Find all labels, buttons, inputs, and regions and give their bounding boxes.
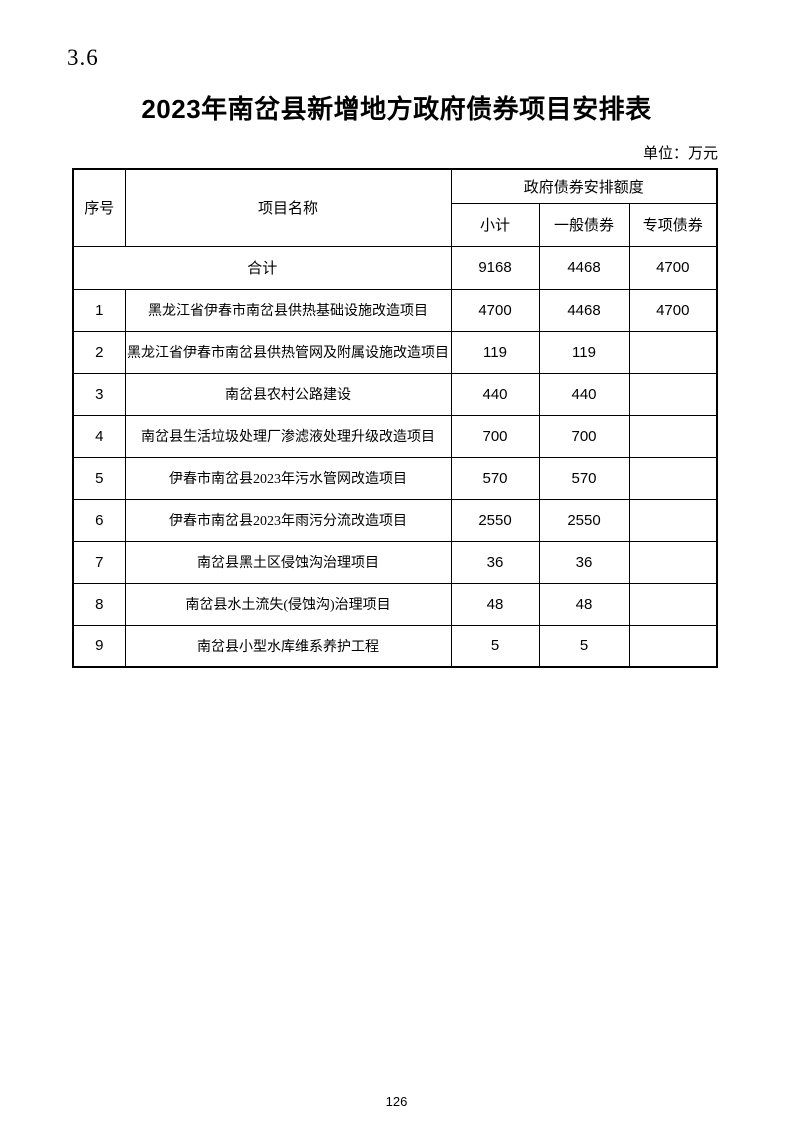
cell-subtotal: 48	[450, 582, 540, 626]
cell-project-name: 南岔县生活垃圾处理厂渗滤液处理升级改造项目	[124, 414, 452, 458]
cell-subtotal: 570	[450, 456, 540, 500]
table-row: 4 南岔县生活垃圾处理厂渗滤液处理升级改造项目 700 700	[72, 414, 718, 458]
cell-no: 9	[72, 624, 126, 668]
cell-general: 2550	[538, 498, 630, 542]
cell-general: 440	[538, 372, 630, 416]
cell-no: 6	[72, 498, 126, 542]
table-row: 2 黑龙江省伊春市南岔县供热管网及附属设施改造项目 119 119	[72, 330, 718, 374]
total-row: 合计 9168 4468 4700	[72, 245, 718, 290]
cell-special	[628, 498, 718, 542]
cell-subtotal: 4700	[450, 288, 540, 332]
header-row-top: 序号 项目名称 政府债券安排额度	[72, 168, 718, 247]
cell-subtotal: 119	[450, 330, 540, 374]
cell-special	[628, 456, 718, 500]
cell-subtotal: 700	[450, 414, 540, 458]
cell-no: 2	[72, 330, 126, 374]
page-title: 2023年南岔县新增地方政府债券项目安排表	[141, 94, 652, 124]
table-row: 5 伊春市南岔县2023年污水管网改造项目 570 570	[72, 456, 718, 500]
cell-no: 8	[72, 582, 126, 626]
cell-project-name: 南岔县水土流失(侵蚀沟)治理项目	[124, 582, 452, 626]
table-row: 6 伊春市南岔县2023年雨污分流改造项目 2550 2550	[72, 498, 718, 542]
cell-total-general: 4468	[538, 245, 630, 290]
cell-general: 5	[538, 624, 630, 668]
col-header-project-name: 项目名称	[124, 168, 452, 247]
cell-special	[628, 330, 718, 374]
col-header-general-bond: 一般债券	[538, 202, 630, 247]
cell-project-name: 黑龙江省伊春市南岔县供热基础设施改造项目	[124, 288, 452, 332]
cell-general: 36	[538, 540, 630, 584]
table-row: 3 南岔县农村公路建设 440 440	[72, 372, 718, 416]
cell-no: 7	[72, 540, 126, 584]
header-row-sub: 小计 一般债券 专项债券	[73, 202, 718, 247]
cell-project-name: 黑龙江省伊春市南岔县供热管网及附属设施改造项目	[124, 330, 452, 374]
section-number: 3.6	[67, 45, 99, 70]
cell-project-name: 伊春市南岔县2023年污水管网改造项目	[124, 456, 452, 500]
table-row: 1 黑龙江省伊春市南岔县供热基础设施改造项目 4700 4468 4700	[72, 288, 718, 332]
cell-subtotal: 5	[450, 624, 540, 668]
col-header-index: 序号	[72, 168, 126, 247]
table-row: 8 南岔县水土流失(侵蚀沟)治理项目 48 48	[72, 582, 718, 626]
col-header-special-bond: 专项债券	[628, 202, 718, 247]
page-number: 126	[385, 1094, 408, 1109]
cell-subtotal: 36	[450, 540, 540, 584]
cell-subtotal: 2550	[450, 498, 540, 542]
cell-special	[628, 372, 718, 416]
cell-no: 1	[72, 288, 126, 332]
cell-special	[628, 624, 718, 668]
table-row: 9 南岔县小型水库维系养护工程 5 5	[72, 624, 718, 668]
cell-general: 119	[538, 330, 630, 374]
cell-general: 4468	[538, 288, 630, 332]
col-header-bond-quota-group: 政府债券安排额度	[450, 168, 718, 204]
unit-note: 单位：万元	[642, 146, 718, 162]
cell-project-name: 南岔县小型水库维系养护工程	[124, 624, 452, 668]
table-row: 7 南岔县黑土区侵蚀沟治理项目 36 36	[72, 540, 718, 584]
cell-special	[628, 582, 718, 626]
cell-total-special: 4700	[628, 245, 718, 290]
cell-general: 700	[538, 414, 630, 458]
cell-total-subtotal: 9168	[450, 245, 540, 290]
bond-projects-table: 序号 项目名称 政府债券安排额度 小计 一般债券 专项债券 合计 9168 44…	[72, 168, 718, 668]
cell-general: 570	[538, 456, 630, 500]
cell-total-label: 合计	[72, 245, 452, 290]
cell-general: 48	[538, 582, 630, 626]
cell-subtotal: 440	[450, 372, 540, 416]
cell-no: 5	[72, 456, 126, 500]
cell-special: 4700	[628, 288, 718, 332]
cell-project-name: 南岔县黑土区侵蚀沟治理项目	[124, 540, 452, 584]
cell-project-name: 伊春市南岔县2023年雨污分流改造项目	[124, 498, 452, 542]
cell-special	[628, 414, 718, 458]
cell-project-name: 南岔县农村公路建设	[124, 372, 452, 416]
col-header-subtotal: 小计	[450, 202, 540, 247]
cell-no: 4	[72, 414, 126, 458]
cell-special	[628, 540, 718, 584]
cell-no: 3	[72, 372, 126, 416]
